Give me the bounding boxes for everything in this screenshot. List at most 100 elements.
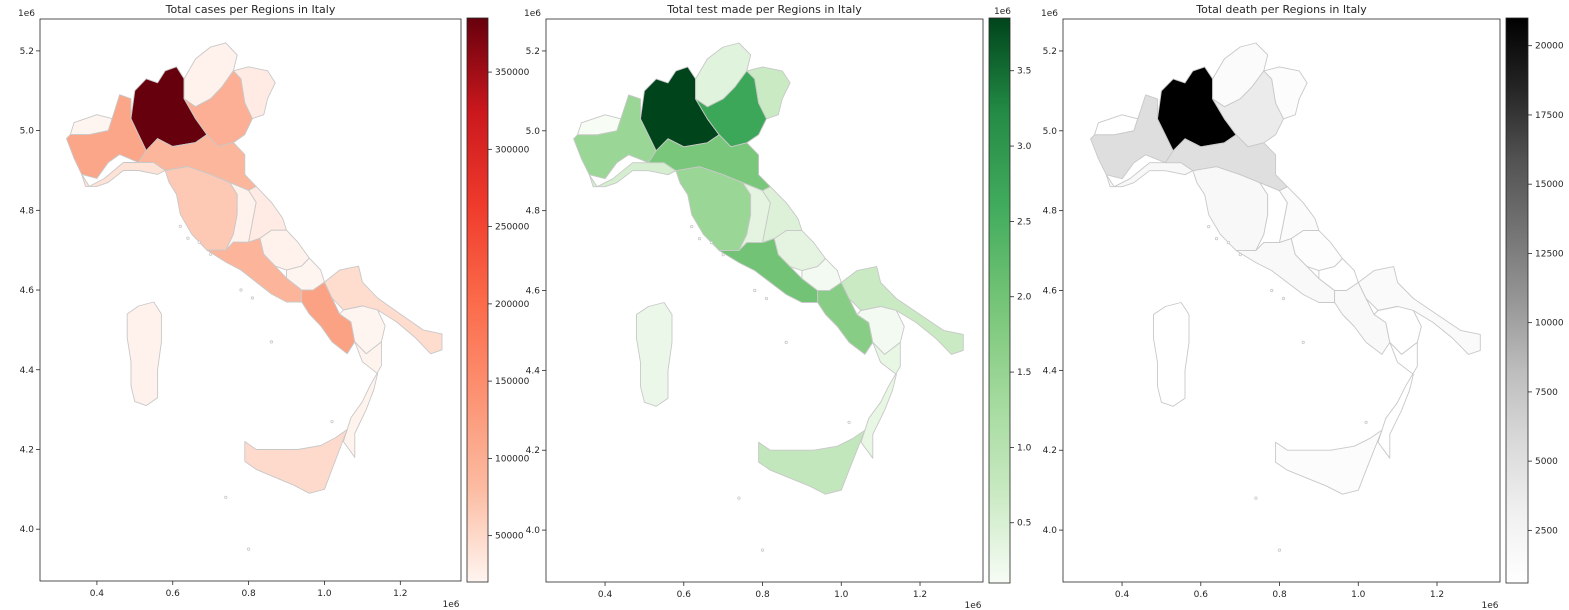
region-sicilia	[758, 429, 866, 495]
x-tick-label: 0.4	[1115, 590, 1130, 600]
y-tick-label: 4.4	[526, 366, 541, 376]
colorbar-tick-label: 3.0	[1017, 142, 1032, 152]
island-marker	[250, 296, 254, 300]
y-tick-label: 5.0	[1043, 127, 1058, 137]
island-marker	[753, 288, 757, 293]
island-marker	[784, 340, 788, 344]
island-marker	[209, 252, 213, 256]
y-tick-label: 5.0	[20, 127, 35, 137]
axes-frame	[39, 18, 462, 582]
region-sicilia	[1275, 429, 1383, 495]
total-tests-map-panel: Total test made per Regions in Italy 0.4 0…	[524, 3, 1032, 610]
colorbar-multiplier: 1e6	[994, 7, 1011, 17]
x-tick-label: 0.6	[1194, 590, 1209, 600]
colorbar-tick-label: 7500	[1535, 388, 1558, 398]
total-cases-map-panel: Total cases per Regions in Italy 0.4 0.6 0.…	[18, 3, 530, 610]
y-tick-label: 4.8	[1043, 207, 1058, 217]
colorbar-tick-label: 350000	[495, 68, 530, 78]
island-marker	[709, 241, 714, 245]
colorbar-tick-label: 12500	[1535, 249, 1564, 259]
colorbar-tick-label: 250000	[495, 223, 530, 233]
island-marker	[697, 237, 702, 241]
region-liguria	[588, 162, 677, 188]
y-tick-label: 5.2	[526, 47, 540, 57]
x-tick-label: 0.6	[166, 589, 181, 599]
colorbar-tick-label: 100000	[495, 454, 530, 464]
colorbar-tick-label: 5000	[1535, 457, 1558, 467]
y-tick-label: 4.4	[1043, 366, 1058, 376]
colorbar-tick-label: 20000	[1535, 42, 1564, 52]
colorbar-tick-label: 10000	[1535, 319, 1564, 329]
x-tick-label: 0.4	[598, 590, 613, 600]
x-tick-label: 1.0	[1351, 590, 1366, 600]
colorbar-tick-label: 150000	[495, 377, 530, 387]
colorbar-tick-label: 17500	[1535, 111, 1564, 121]
island-marker	[1364, 420, 1368, 424]
region-liguria	[1105, 162, 1194, 188]
colorbar-frame	[1505, 17, 1529, 584]
y-tick-label: 4.2	[1043, 446, 1057, 456]
y-tick-label: 4.2	[20, 445, 34, 455]
region-basilicata	[1373, 306, 1422, 355]
y-tick-label: 4.6	[20, 286, 35, 296]
island-marker	[721, 253, 725, 257]
island-marker	[737, 496, 741, 500]
colorbar	[467, 18, 488, 582]
island-marker	[1226, 241, 1231, 245]
island-marker	[1281, 296, 1286, 301]
island-marker	[1277, 548, 1282, 552]
island-marker	[224, 495, 228, 499]
colorbar-tick-label: 200000	[495, 300, 530, 310]
island-marker	[186, 236, 190, 240]
y-tick-label: 4.6	[1043, 287, 1058, 297]
x-tick-label: 0.4	[90, 589, 105, 599]
region-sardegna	[636, 302, 673, 407]
region-sardegna	[126, 301, 162, 407]
axes-frame	[1062, 18, 1501, 583]
colorbar-tick-label: 1.0	[1017, 443, 1032, 453]
region-sicilia	[244, 429, 348, 494]
region-basilicata	[339, 305, 386, 355]
y-tick-label: 4.0	[20, 525, 35, 535]
y-axis-multiplier: 1e6	[524, 9, 541, 19]
island-marker	[1207, 225, 1211, 229]
region-liguria	[81, 162, 166, 187]
colorbar-tick-label: 300000	[495, 145, 530, 155]
x-tick-label: 1.0	[317, 589, 332, 599]
y-tick-label: 5.0	[526, 127, 541, 137]
y-tick-label: 4.2	[526, 446, 540, 456]
region-friuli-venezia-giulia	[1263, 66, 1308, 120]
island-marker	[330, 419, 334, 424]
colorbar-tick-label: 2500	[1535, 526, 1558, 536]
region-friuli-venezia-giulia	[232, 66, 276, 120]
colorbar-tick-label: 50000	[495, 532, 524, 542]
y-tick-label: 4.0	[526, 526, 541, 536]
region-calabria	[342, 341, 382, 458]
island-marker	[247, 547, 251, 551]
region-calabria	[1377, 341, 1418, 459]
x-axis-multiplier: 1e6	[443, 600, 460, 610]
island-marker	[239, 288, 243, 292]
y-tick-label: 5.2	[1043, 47, 1057, 57]
colorbar-tick-label: 2.5	[1017, 217, 1031, 227]
map-title: Total test made per Regions in Italy	[666, 3, 862, 16]
x-tick-label: 1.2	[393, 589, 407, 599]
x-tick-label: 1.0	[834, 590, 849, 600]
island-marker	[1270, 288, 1274, 293]
x-axis-multiplier: 1e6	[965, 601, 982, 610]
y-tick-label: 4.0	[1043, 526, 1058, 536]
island-marker	[197, 240, 201, 244]
y-axis-multiplier: 1e6	[1041, 9, 1058, 19]
colorbar-tick-label: 0.5	[1017, 519, 1031, 529]
colorbar-tick-label: 3.5	[1017, 67, 1031, 77]
island-marker	[178, 224, 182, 228]
y-tick-label: 5.2	[20, 47, 34, 57]
x-tick-label: 1.2	[913, 590, 927, 600]
y-tick-label: 4.6	[526, 287, 541, 297]
colorbar-tick-label: 2.0	[1017, 293, 1032, 303]
region-basilicata	[856, 306, 905, 355]
y-axis-multiplier: 1e6	[18, 9, 35, 19]
x-axis-multiplier: 1e6	[1482, 601, 1499, 610]
island-marker	[764, 296, 769, 301]
